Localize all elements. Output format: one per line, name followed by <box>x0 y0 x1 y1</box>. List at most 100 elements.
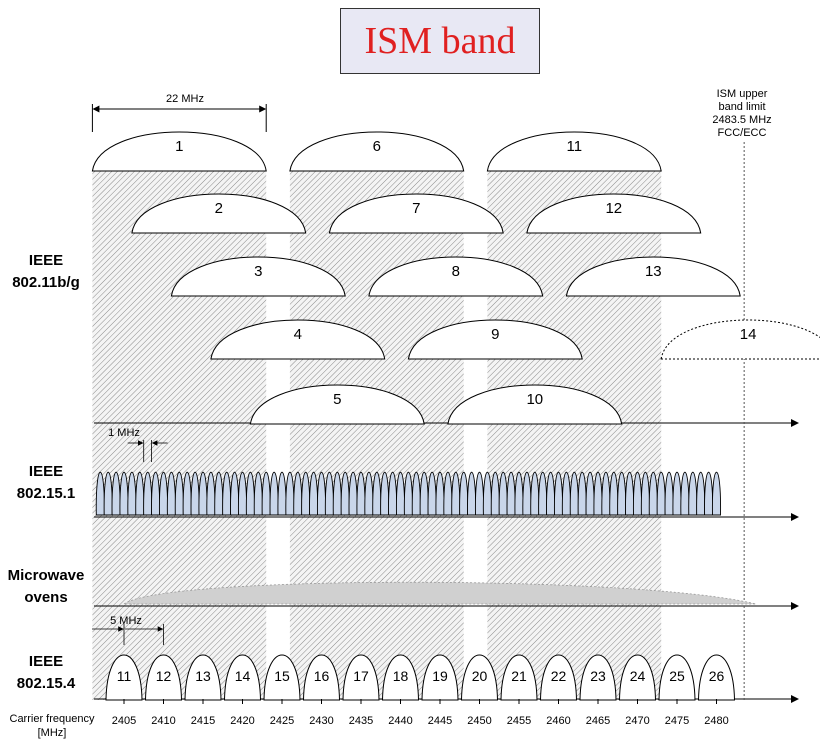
bt-channel-2411 <box>166 471 176 516</box>
ism-limit-label-2: band limit <box>718 101 765 113</box>
bt-channel-2434 <box>348 471 358 516</box>
zigbee-channel-label-19: 19 <box>432 668 448 684</box>
microwave-spectrum-shape <box>122 581 757 605</box>
tick-label-2480: 2480 <box>704 715 728 727</box>
bt-channel-2408 <box>143 471 153 516</box>
tick-label-2475: 2475 <box>665 715 689 727</box>
zigbee-channels: 11 12 13 14 15 16 17 18 19 20 21 22 23 24 25 26 <box>105 654 736 701</box>
bt-channel-2473 <box>656 471 666 516</box>
wifi-channel-label-4: 4 <box>294 326 302 343</box>
wifi-channel-8 <box>368 256 544 297</box>
wifi-channel-2 <box>131 193 307 234</box>
wifi-channel-label-1: 1 <box>175 138 183 155</box>
zigbee-channel-21 <box>500 654 538 701</box>
wifi-channel-4 <box>210 319 386 360</box>
bt-channel-2409 <box>151 471 161 516</box>
tick-label-2410: 2410 <box>151 715 175 727</box>
wifi-channel-label-9: 9 <box>491 326 499 343</box>
row-label-wifi-1: IEEE <box>29 252 63 269</box>
width-22-label: 22 MHz <box>166 93 204 105</box>
bt-channel-2468 <box>617 471 627 516</box>
wifi-channel-11 <box>486 131 662 172</box>
ism-limit-label-3: 2483.5 MHz <box>712 114 771 126</box>
bt-channel-2407 <box>135 471 145 516</box>
zigbee-channel-23 <box>579 654 617 701</box>
wifi-channel-6 <box>289 131 465 172</box>
zigbee-channel-label-12: 12 <box>156 668 172 684</box>
tick-label-2445: 2445 <box>428 715 452 727</box>
bt-channel-2416 <box>206 471 216 516</box>
zigbee-channel-label-23: 23 <box>590 668 606 684</box>
wifi-channel-1 <box>91 131 267 172</box>
tick-label-2440: 2440 <box>388 715 412 727</box>
tick-label-2435: 2435 <box>349 715 373 727</box>
zigbee-channel-label-17: 17 <box>353 668 369 684</box>
microwave-spectrum <box>122 581 757 605</box>
bt-channel-2463 <box>577 471 587 516</box>
row-label-zigbee-2: 802.15.4 <box>17 675 76 692</box>
wifi-channel-9 <box>407 319 583 360</box>
title-box: ISM band <box>340 8 540 74</box>
zigbee-channel-label-16: 16 <box>314 668 330 684</box>
zigbee-channel-label-11: 11 <box>117 668 132 684</box>
bt-channel-2479 <box>704 471 714 516</box>
bt-channel-2432 <box>332 471 342 516</box>
zigbee-channel-19 <box>421 654 459 701</box>
zigbee-channel-label-18: 18 <box>393 668 409 684</box>
non-overlapping-band-shading <box>92 170 662 700</box>
bt-channel-2436 <box>364 471 374 516</box>
bt-channel-2428 <box>301 471 311 516</box>
tick-label-2420: 2420 <box>230 715 254 727</box>
zigbee-channel-17 <box>342 654 380 701</box>
zigbee-channel-11 <box>105 654 143 701</box>
bt-channel-2418 <box>222 471 232 516</box>
row-label-mw-2: ovens <box>24 589 67 606</box>
bt-channel-2444 <box>427 471 437 516</box>
bt-channel-2480 <box>712 471 721 516</box>
row-label-bt-2: 802.15.1 <box>17 485 75 502</box>
band-shading-ch11 <box>487 170 662 700</box>
tick-label-2425: 2425 <box>270 715 294 727</box>
axis-label-2: [MHz] <box>38 727 67 739</box>
tick-label-2405: 2405 <box>112 715 136 727</box>
wifi-channel-label-13: 13 <box>645 263 662 280</box>
wifi-channel-label-8: 8 <box>452 263 460 280</box>
bt-channel-2475 <box>672 471 682 516</box>
tick-label-2470: 2470 <box>625 715 649 727</box>
bt-channel-2460 <box>554 471 563 516</box>
bt-channel-2420 <box>238 471 247 516</box>
bt-channel-2476 <box>680 471 690 516</box>
tick-label-2460: 2460 <box>546 715 570 727</box>
bt-channel-2471 <box>640 471 650 516</box>
tick-label-2430: 2430 <box>309 715 333 727</box>
bt-channel-2430 <box>317 471 326 516</box>
zigbee-channel-13 <box>184 654 222 701</box>
wifi-channel-13 <box>565 256 741 297</box>
wifi-channel-label-3: 3 <box>254 263 262 280</box>
zigbee-channel-12 <box>144 654 183 701</box>
bt-channel-2424 <box>269 471 279 516</box>
bt-channel-2425 <box>277 471 287 516</box>
page-title: ISM band <box>364 20 516 62</box>
bt-channel-2445 <box>435 471 445 516</box>
axis-label-1: Carrier frequency <box>10 713 95 725</box>
bt-channel-2413 <box>182 471 192 516</box>
bt-channel-2441 <box>403 471 413 516</box>
zigbee-channel-label-24: 24 <box>630 668 646 684</box>
bt-channel-2448 <box>459 471 469 516</box>
wifi-channel-label-14: 14 <box>740 326 757 343</box>
bt-channel-2439 <box>388 471 398 516</box>
bt-channel-2467 <box>609 471 619 516</box>
bt-channel-2447 <box>451 471 461 516</box>
bt-channel-2402 <box>95 471 105 516</box>
row-label-mw-1: Microwave <box>8 567 85 584</box>
bt-channel-2438 <box>380 471 390 516</box>
width-1-label: 1 MHz <box>108 427 140 439</box>
zigbee-channel-label-26: 26 <box>709 668 725 684</box>
row-label-zigbee-1: IEEE <box>29 653 63 670</box>
bt-channel-2405 <box>119 471 129 516</box>
tick-label-2465: 2465 <box>586 715 610 727</box>
zigbee-channel-24 <box>618 654 657 701</box>
bt-channel-2462 <box>569 471 579 516</box>
